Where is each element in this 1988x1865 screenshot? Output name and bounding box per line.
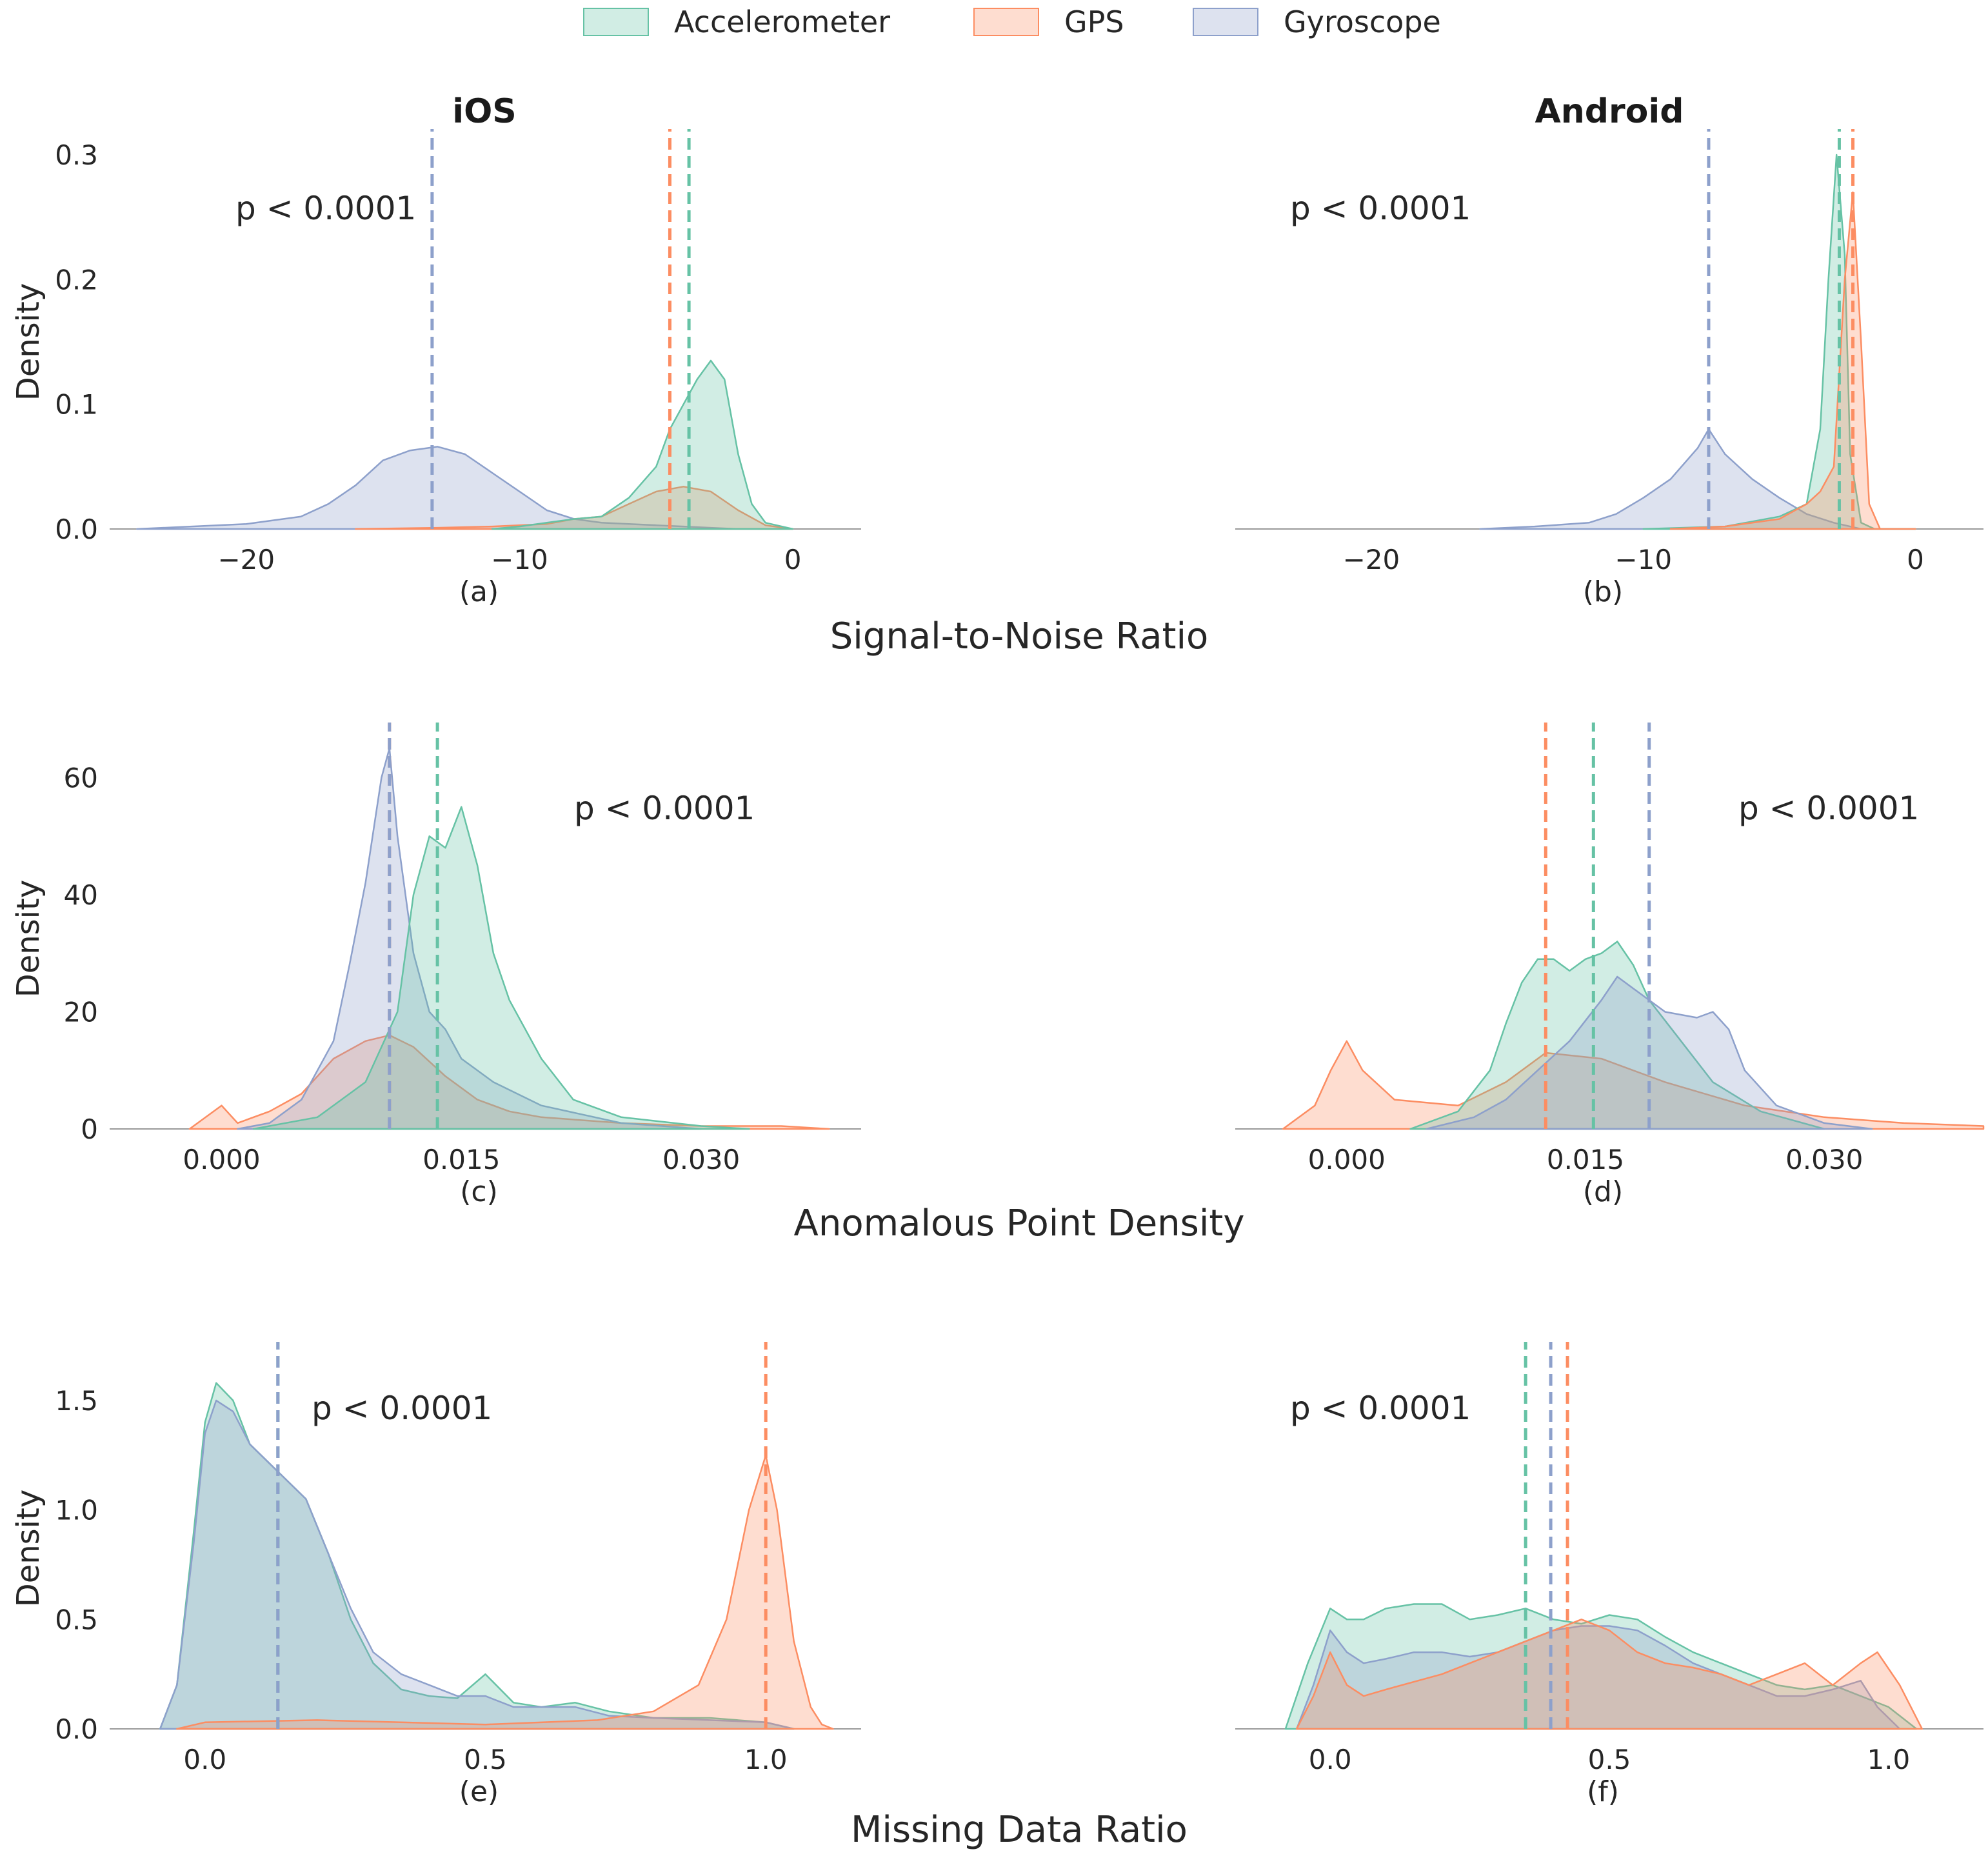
density-area-gyroscope-b [1479, 428, 1916, 530]
panel-c: 0.000 0.015 0.030 0 20 40 60 Density (c) p < 0.00… [10, 723, 861, 1208]
density-area-gyroscope-c [237, 747, 702, 1130]
p-value-annotation-e: p < 0.0001 [312, 1390, 492, 1427]
y-tick-label-e: 1.5 [55, 1385, 98, 1417]
x-tick-label-f: 0.0 [1309, 1744, 1352, 1775]
y-tick-label-c: 60 [64, 762, 98, 793]
x-tick-label-b: −20 [1343, 544, 1400, 575]
x-tick-label-e: 0.0 [183, 1744, 226, 1775]
x-tick-label-a: −20 [217, 544, 275, 575]
y-tick-label-a: 0.3 [55, 139, 98, 171]
panel-e: 0.0 0.5 1.0 0.0 0.5 1.0 1.5 Density (e) p < 0.000… [10, 1342, 861, 1808]
column-title-ios: iOS [452, 92, 516, 131]
panel-f: 0.0 0.5 1.0 (f) p < 0.0001 [1235, 1342, 1983, 1808]
x-tick-label-d: 0.000 [1308, 1144, 1386, 1175]
density-area-accelerometer-a [491, 359, 794, 530]
panel-b: −20 −10 0 (b) p < 0.0001 [1235, 129, 1983, 608]
density-area-gps-b [1669, 191, 1916, 530]
density-area-gps-e [176, 1454, 834, 1730]
panel-a: −20 −10 0 0.0 0.1 0.2 0.3 Density (a) p < 0.0001 [10, 129, 861, 608]
panel-d: 0.000 0.015 0.030 (d) p < 0.0001 [1235, 723, 1985, 1208]
x-tick-label-a: 0 [784, 544, 802, 575]
p-value-annotation-c: p < 0.0001 [574, 790, 755, 827]
x-tick-label-d: 0.030 [1785, 1144, 1863, 1175]
x-tick-label-b: −10 [1615, 544, 1672, 575]
panel-label-b: (b) [1583, 575, 1623, 608]
panel-label-f: (f) [1587, 1775, 1619, 1808]
y-tick-label-a: 0.1 [55, 389, 98, 421]
panel-label-d: (d) [1583, 1175, 1623, 1208]
x-tick-label-c: 0.030 [662, 1144, 740, 1175]
legend: Accelerometer GPS Gyroscope [583, 5, 1441, 39]
panel-label-c: (c) [460, 1175, 498, 1208]
x-tick-label-a: −10 [491, 544, 548, 575]
p-value-annotation-f: p < 0.0001 [1290, 1390, 1471, 1427]
density-area-gps-a [355, 486, 794, 530]
legend-swatch-accelerometer [583, 8, 649, 36]
density-area-gyroscope-f [1295, 1625, 1901, 1730]
p-value-annotation-d: p < 0.0001 [1738, 790, 1919, 827]
metric-label-snr: Signal-to-Noise Ratio [830, 615, 1209, 657]
column-title-android: Android [1535, 92, 1684, 131]
density-area-accelerometer-c [252, 806, 750, 1130]
y-axis-label-e: Density [10, 1490, 46, 1607]
y-tick-label-a: 0.0 [55, 514, 98, 545]
y-axis-label-a: Density [10, 283, 46, 401]
density-area-gyroscope-e [159, 1399, 795, 1730]
y-tick-label-c: 40 [64, 879, 98, 911]
x-tick-label-e: 0.5 [464, 1744, 507, 1775]
density-area-gyroscope-a [136, 446, 794, 530]
metric-label-missing: Missing Data Ratio [851, 1809, 1188, 1851]
p-value-annotation-a: p < 0.0001 [235, 190, 416, 227]
y-axis-label-c: Density [10, 880, 46, 997]
x-tick-label-c: 0.000 [183, 1144, 260, 1175]
x-tick-label-e: 1.0 [744, 1744, 788, 1775]
y-tick-label-c: 20 [64, 996, 98, 1028]
legend-swatch-gyroscope [1193, 8, 1258, 36]
density-area-accelerometer-f [1284, 1603, 1918, 1730]
density-area-gps-f [1295, 1619, 1923, 1730]
y-tick-label-e: 0.5 [55, 1604, 98, 1635]
y-tick-label-e: 1.0 [55, 1495, 98, 1526]
panel-label-a: (a) [459, 575, 499, 608]
x-tick-label-f: 1.0 [1867, 1744, 1910, 1775]
panel-label-e: (e) [459, 1775, 499, 1808]
x-tick-label-f: 0.5 [1588, 1744, 1631, 1775]
metric-label-anomalous: Anomalous Point Density [794, 1202, 1245, 1244]
y-tick-label-a: 0.2 [55, 264, 98, 295]
legend-swatch-gps [973, 8, 1039, 36]
legend-label-gps: GPS [1064, 5, 1124, 39]
x-tick-label-c: 0.015 [422, 1144, 500, 1175]
y-tick-label-e: 0.0 [55, 1713, 98, 1745]
p-value-annotation-b: p < 0.0001 [1290, 190, 1471, 227]
x-tick-label-d: 0.015 [1547, 1144, 1624, 1175]
y-tick-label-c: 0 [81, 1113, 98, 1145]
x-tick-label-b: 0 [1907, 544, 1924, 575]
legend-label-gyroscope: Gyroscope [1284, 5, 1441, 39]
legend-label-accelerometer: Accelerometer [674, 5, 890, 39]
